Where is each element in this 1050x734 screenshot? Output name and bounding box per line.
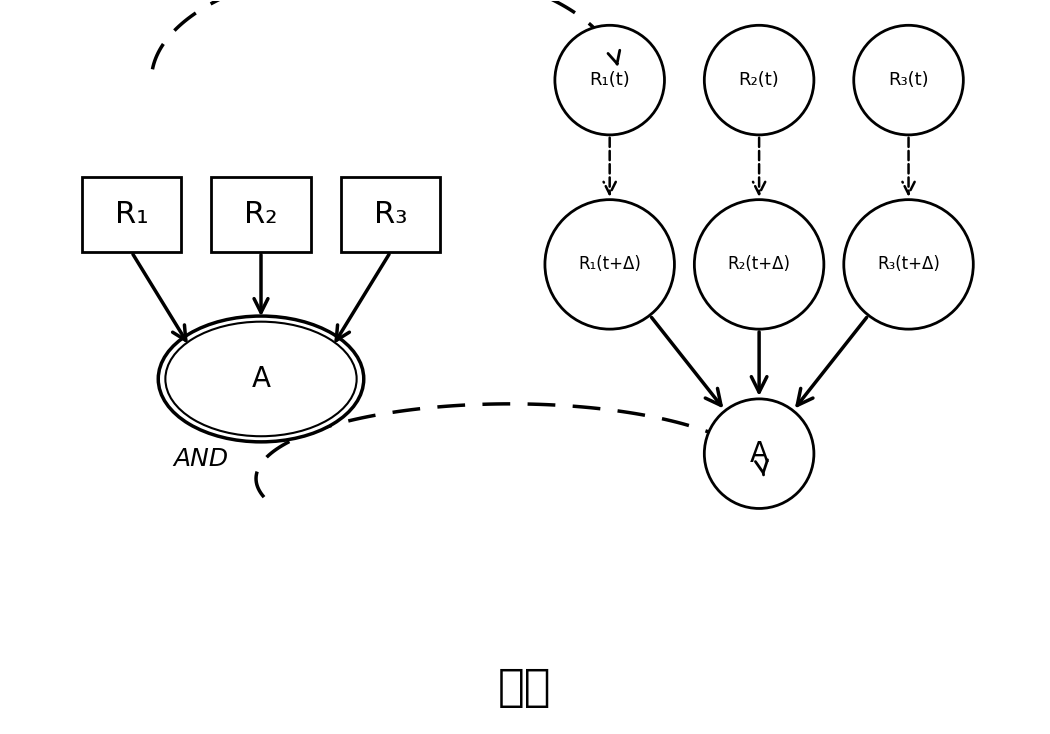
Text: R₂: R₂ [245, 200, 277, 229]
Circle shape [545, 200, 674, 329]
Text: R₂(t): R₂(t) [739, 71, 779, 89]
Text: R₃(t): R₃(t) [888, 71, 929, 89]
Circle shape [554, 25, 665, 135]
Text: A: A [750, 440, 769, 468]
Ellipse shape [162, 319, 360, 439]
Circle shape [854, 25, 963, 135]
Text: 与门: 与门 [499, 666, 551, 709]
Circle shape [705, 399, 814, 509]
Text: R₃: R₃ [374, 200, 407, 229]
Circle shape [694, 200, 824, 329]
Text: R₂(t+Δ): R₂(t+Δ) [728, 255, 791, 273]
Ellipse shape [165, 321, 357, 436]
Text: R₃(t+Δ): R₃(t+Δ) [877, 255, 940, 273]
FancyBboxPatch shape [82, 177, 182, 252]
Ellipse shape [162, 319, 360, 439]
Text: R₁: R₁ [114, 200, 148, 229]
Text: A: A [252, 365, 271, 393]
FancyBboxPatch shape [340, 177, 440, 252]
Circle shape [844, 200, 973, 329]
Circle shape [705, 25, 814, 135]
Text: R₁(t): R₁(t) [589, 71, 630, 89]
FancyBboxPatch shape [211, 177, 311, 252]
Text: AND: AND [173, 447, 229, 470]
Text: R₁(t+Δ): R₁(t+Δ) [579, 255, 642, 273]
